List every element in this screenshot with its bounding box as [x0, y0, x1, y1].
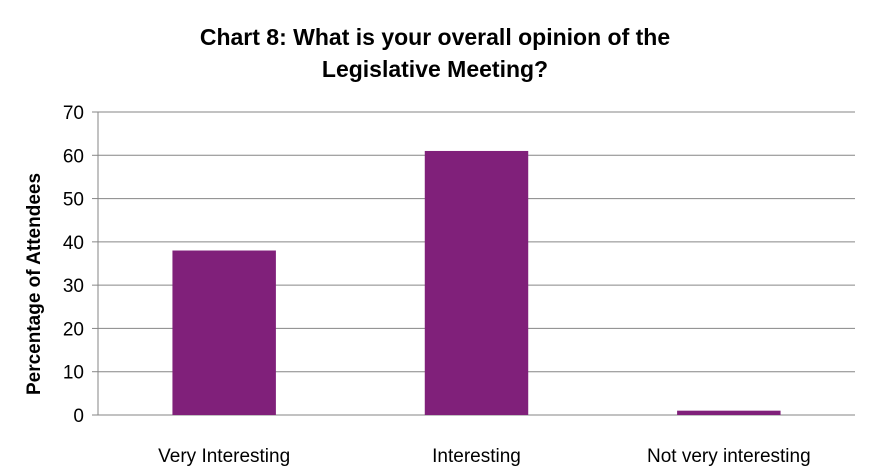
y-tick-label-40: 40 [63, 233, 84, 254]
y-tick-label-70: 70 [63, 103, 84, 124]
bars [172, 150, 781, 415]
y-tick-label-30: 30 [63, 276, 84, 297]
y-axis-ticks: 0 10 20 30 40 50 60 70 [63, 103, 98, 427]
bar-interesting [424, 150, 529, 415]
y-tick-label-10: 10 [63, 363, 84, 384]
y-tick-label-20: 20 [63, 319, 84, 340]
x-category-label-very-interesting: Very Interesting [158, 446, 290, 467]
chart-title-line-2: Legislative Meeting? [322, 56, 548, 82]
y-tick-label-0: 0 [73, 406, 84, 427]
y-tick-label-60: 60 [63, 146, 84, 167]
bar-very-interesting [172, 250, 276, 415]
bar-not-very-interesting [677, 410, 781, 415]
x-category-label-interesting: Interesting [432, 446, 521, 467]
y-axis-title: Percentage of Attendees [24, 173, 45, 395]
x-axis-categories: Very Interesting Interesting Not very inte… [158, 446, 811, 467]
chart-title-line-1: Chart 8: What is your overall opinion of… [200, 24, 670, 50]
y-tick-label-50: 50 [63, 190, 84, 211]
x-category-label-not-very-interesting: Not very interesting [647, 446, 811, 467]
